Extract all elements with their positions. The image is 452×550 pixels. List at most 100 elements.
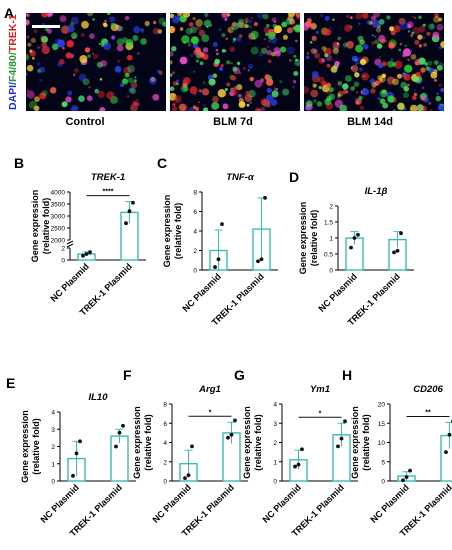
y-tick-label: 3	[51, 427, 55, 434]
cell-blob	[140, 38, 147, 45]
cell-blob	[267, 31, 276, 40]
y-tick-label: 0	[61, 258, 65, 265]
cell-blob	[232, 40, 235, 43]
cell-blob	[231, 21, 237, 27]
cell-blob	[355, 68, 358, 71]
y-tick-label: 2	[163, 459, 167, 466]
cell-blob	[36, 62, 41, 66]
bar-trek1	[440, 434, 452, 482]
cell-blob	[71, 32, 78, 39]
cell-blob	[403, 92, 409, 99]
y-tick-label: 4	[193, 229, 197, 236]
cell-blob	[353, 81, 360, 88]
cell-blob	[326, 63, 331, 68]
cell-blob	[266, 46, 269, 49]
cell-blob	[62, 47, 65, 50]
cell-blob	[171, 46, 177, 52]
cell-blob	[219, 66, 224, 71]
data-point	[395, 248, 400, 253]
cell-blob	[61, 101, 68, 108]
y-tick-label: 15	[378, 421, 386, 428]
cell-blob	[332, 41, 340, 49]
y-tick-label: 0	[163, 479, 167, 486]
cell-blob	[435, 95, 442, 102]
cell-blob	[111, 35, 115, 40]
cell-blob	[371, 19, 381, 28]
cell-blob	[87, 54, 91, 58]
data-point	[121, 423, 125, 428]
cell-blob	[243, 67, 246, 70]
cell-blob	[121, 78, 129, 85]
cell-blob	[389, 26, 395, 32]
cell-blob	[416, 104, 424, 111]
cell-blob	[439, 46, 443, 50]
cell-blob	[205, 53, 208, 56]
micrograph-control	[26, 13, 166, 111]
cell-blob	[250, 46, 259, 55]
y-axis-label: Gene expression(relative fold)	[162, 195, 183, 268]
image-label-control: Control	[65, 116, 104, 128]
y-axis-label: Gene expression(relative fold)	[132, 406, 153, 479]
y-axis-label: Gene expression(relative fold)	[242, 406, 263, 479]
chart-panel-e: 0 1 2 3 4 E IL10 Gene expression(relative fold)…	[6, 375, 136, 539]
cell-blob	[179, 27, 184, 31]
y-tick-label: 2000	[51, 238, 66, 245]
cell-blob	[248, 89, 256, 98]
cell-blob	[427, 60, 433, 66]
cell-blob	[355, 62, 358, 65]
cell-blob	[428, 101, 432, 105]
cell-blob	[92, 18, 95, 21]
cell-blob	[170, 86, 175, 91]
cell-blob	[359, 105, 364, 110]
cell-blob	[67, 24, 75, 33]
cell-blob	[428, 23, 435, 30]
cell-blob	[26, 64, 34, 72]
cell-blob	[350, 66, 353, 69]
cell-blob	[355, 44, 364, 53]
cell-blob	[40, 35, 46, 41]
cell-blob	[260, 98, 269, 106]
cell-blob	[262, 13, 269, 20]
cell-blob	[407, 58, 410, 62]
cell-blob	[363, 75, 366, 78]
cell-blob	[276, 88, 279, 91]
data-point	[88, 250, 92, 255]
cell-blob	[363, 44, 369, 50]
cell-blob	[361, 72, 370, 81]
cell-blob	[170, 25, 175, 34]
cell-blob	[358, 41, 362, 45]
cell-blob	[378, 19, 385, 25]
data-point	[84, 252, 89, 256]
cell-blob	[37, 46, 40, 49]
cell-blob	[170, 60, 173, 65]
cell-blob	[411, 31, 415, 35]
y-axis-label-line: (relative fold)	[361, 414, 371, 471]
cell-blob	[438, 83, 442, 88]
y-tick-label: 0	[273, 479, 277, 486]
cell-blob	[429, 108, 433, 111]
cell-blob	[330, 66, 338, 73]
y-tick-label: 1	[329, 236, 333, 243]
cell-blob	[39, 66, 46, 73]
cell-blob	[246, 103, 250, 107]
cell-blob	[228, 29, 231, 32]
cell-blob	[354, 71, 358, 76]
micrograph-blm-14d	[304, 13, 444, 111]
cell-blob	[421, 96, 426, 101]
x-tick-label: NC Plasmid	[150, 482, 192, 524]
cell-blob	[265, 78, 274, 86]
cell-blob	[436, 92, 439, 95]
cell-blob	[358, 95, 363, 101]
cell-blob	[304, 22, 310, 31]
cell-blob	[326, 82, 332, 88]
cell-blob	[198, 29, 206, 37]
cell-blob	[203, 81, 206, 84]
cell-blob	[413, 74, 423, 84]
y-axis-label-line: Gene expression	[298, 202, 308, 275]
cell-blob	[87, 95, 93, 102]
cell-blob	[310, 89, 319, 98]
cell-blob	[144, 20, 150, 27]
cell-blob	[203, 107, 209, 111]
